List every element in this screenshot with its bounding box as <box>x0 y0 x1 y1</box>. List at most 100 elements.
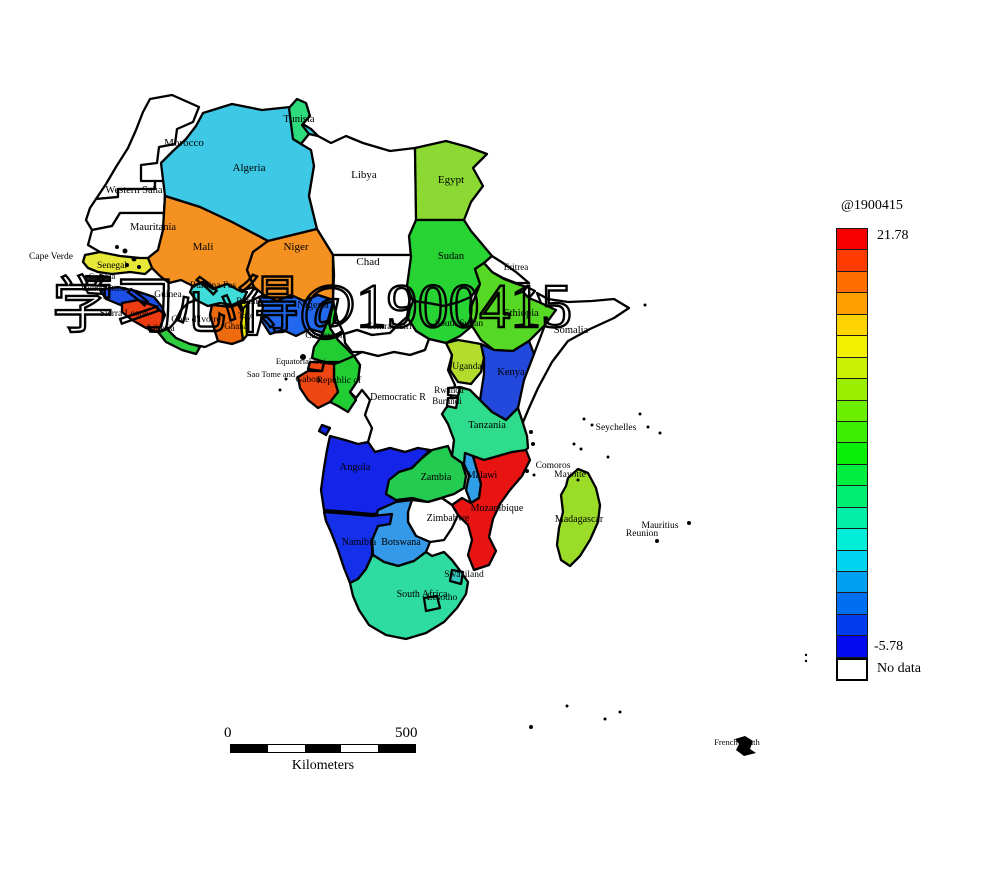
map-label-equatorial-gui: Equatorial Gui <box>276 356 327 366</box>
island-dot <box>284 377 288 381</box>
island-dot <box>582 417 586 421</box>
scalebar-segment-3 <box>341 745 379 752</box>
map-label-niger: Niger <box>283 241 308 253</box>
map-label-tanzania: Tanzania <box>468 420 506 431</box>
map-label-south-sudan: South Sudan <box>435 319 484 329</box>
island-dot <box>804 659 808 663</box>
legend-swatch-5 <box>836 335 868 358</box>
island-dot <box>804 653 808 657</box>
map-label-republic-of: Republic of <box>317 375 362 386</box>
map-label-libya: Libya <box>351 169 377 181</box>
map-label-somalia: Somalia <box>554 325 589 336</box>
map-label-egypt: Egypt <box>438 174 464 186</box>
scalebar-segment-2 <box>304 745 342 752</box>
map-label-chad: Chad <box>356 256 380 268</box>
map-label-democratic-r: Democratic R <box>370 392 426 403</box>
legend-swatch-11 <box>836 463 868 487</box>
legend-color-ramp <box>836 228 868 658</box>
island-dot <box>590 423 594 427</box>
country-burkina-faso <box>188 280 249 308</box>
legend-swatch-3 <box>836 292 868 315</box>
map-label-eritrea: Eritrea <box>504 262 528 272</box>
legend-nodata-label: No data <box>877 661 921 676</box>
scalebar-segment-4 <box>378 745 415 752</box>
map-label-uganda: Uganda <box>452 362 482 372</box>
island-dot <box>131 256 137 262</box>
legend-swatch-18 <box>836 613 868 637</box>
map-label-rwanda: Rwanda <box>434 385 464 395</box>
legend-swatch-7 <box>836 378 868 401</box>
country-swaziland <box>448 568 465 586</box>
map-label-mauritius: Mauritius <box>642 521 679 531</box>
island-dot <box>655 539 659 543</box>
island-dot <box>643 303 647 307</box>
legend-swatch-2 <box>836 270 868 294</box>
legend-swatch-17 <box>836 592 868 615</box>
map-label-south-africa: South Africa <box>397 589 448 600</box>
country-gambia <box>84 274 112 283</box>
map-label-togo: Togo <box>238 311 254 320</box>
map-label-mayotte: Mayotte <box>554 470 586 480</box>
map-label-zambia: Zambia <box>421 472 452 483</box>
map-label-swaziland: Swaziland <box>444 570 484 580</box>
map-label-lesotho: Lesotho <box>427 593 458 603</box>
map-label-kenya: Kenya <box>497 367 525 378</box>
legend-min-value: -5.78 <box>874 639 904 654</box>
legend-title: @1900415 <box>841 198 903 213</box>
legend-swatch-1 <box>836 249 868 272</box>
island-dot <box>638 412 642 416</box>
island-dot <box>137 265 141 269</box>
island-dot <box>572 442 576 446</box>
island-dot <box>606 455 610 459</box>
country-rwanda <box>446 385 462 398</box>
map-label-sudan: Sudan <box>438 251 465 262</box>
island-dot <box>278 388 282 392</box>
legend-swatch-19 <box>836 635 868 658</box>
legend-swatch-0 <box>836 228 868 251</box>
country-tunisia <box>287 97 312 146</box>
island-dot <box>115 245 119 249</box>
island-dot <box>122 248 128 254</box>
legend-swatch-12 <box>836 485 868 508</box>
scalebar-start-label: 0 <box>224 725 232 741</box>
map-label-mauritania: Mauritania <box>130 222 176 233</box>
scalebar-end-label: 500 <box>395 725 418 741</box>
map-label-botswana: Botswana <box>381 537 421 548</box>
country-uganda <box>444 338 486 386</box>
map-label-liberia: Liberia <box>147 324 175 334</box>
legend-max-value: 21.78 <box>877 228 909 243</box>
country-south-africa <box>348 550 470 641</box>
french-southern-island <box>735 736 756 756</box>
map-label-ethiopia: Ethiopia <box>503 308 539 319</box>
scalebar-bar <box>230 744 416 753</box>
legend-swatch-15 <box>836 549 868 572</box>
country-mozambique <box>450 448 532 572</box>
map-label-ghana: Ghana <box>224 321 248 331</box>
country-burundi <box>445 396 460 410</box>
island-dot <box>125 263 129 267</box>
map-label-cape-verde: Cape Verde <box>29 252 73 262</box>
legend-swatch-9 <box>836 420 868 444</box>
island-dot <box>525 469 529 473</box>
map-label-sierra-leone: Sierra Leone <box>100 309 149 319</box>
map-label-mozambique: Mozambique <box>471 503 524 514</box>
scalebar-unit-label: Kilometers <box>291 758 355 773</box>
scalebar-segment-0 <box>231 745 268 752</box>
map-label-nigeria: Nigeria <box>297 300 329 311</box>
island-dot <box>529 430 533 434</box>
country-lesotho <box>422 594 442 613</box>
legend-swatch-14 <box>836 528 868 551</box>
map-label-guinea-bissa: Guinea Bissa <box>81 283 126 293</box>
map-label-malawi: Malawi <box>467 470 498 481</box>
legend-swatch-16 <box>836 571 868 594</box>
map-label-algeria: Algeria <box>233 162 266 174</box>
watermark-text: 学习心得@1900415 <box>52 273 572 341</box>
map-label-madagascar: Madagascar <box>555 514 604 525</box>
country-djibouti <box>521 285 537 300</box>
map-label-morocco: Morocco <box>164 137 204 149</box>
island-dot <box>531 442 535 446</box>
map-label-burundi: Burundi <box>432 396 462 406</box>
country-somalia <box>515 291 631 429</box>
map-label-mali: Mali <box>193 241 214 253</box>
